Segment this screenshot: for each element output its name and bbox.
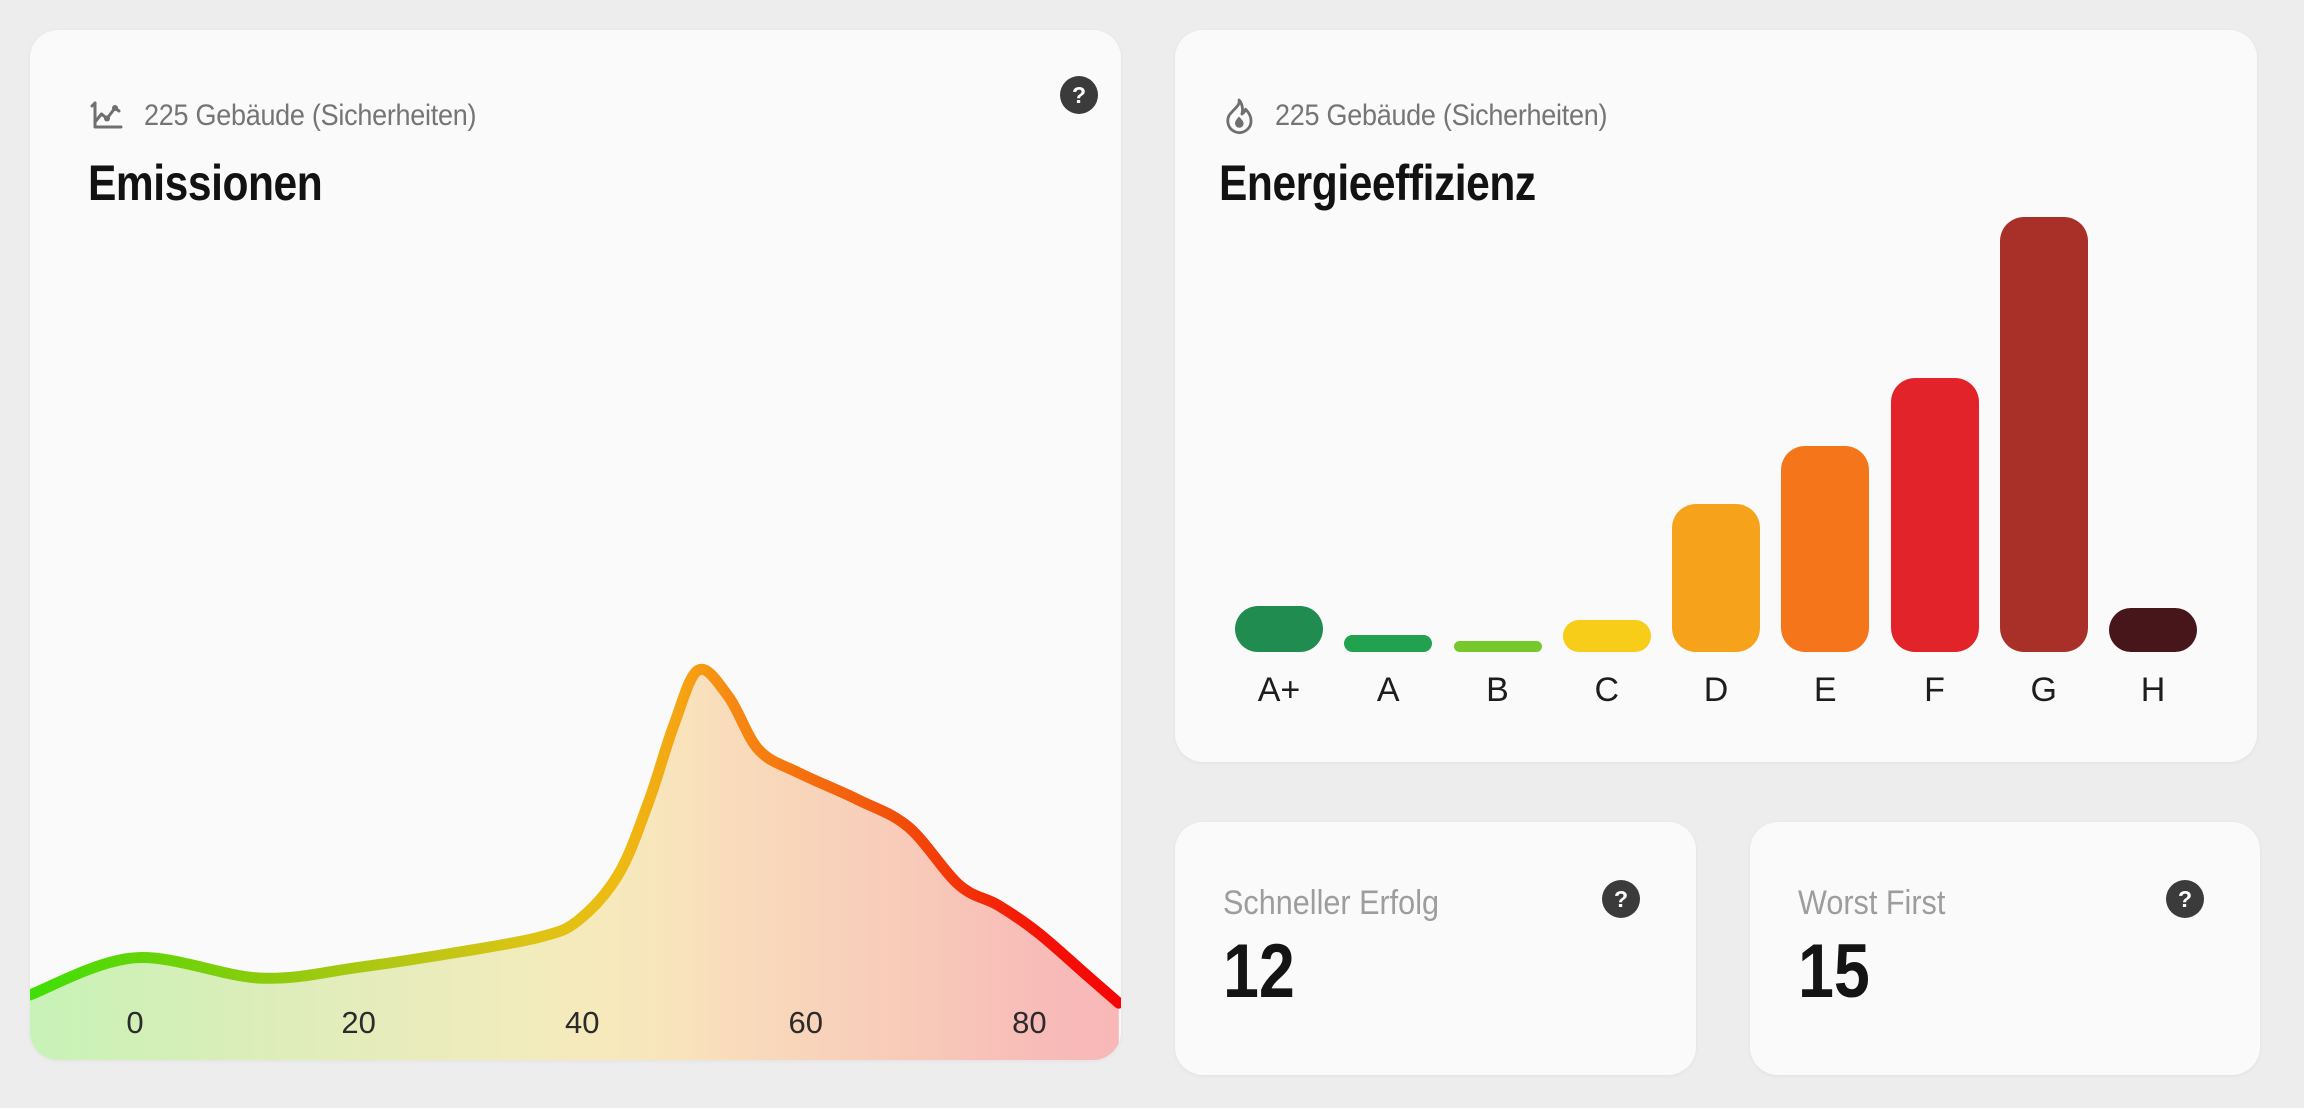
energy-card-header: 225 Gebäude (Sicherheiten) (1219, 96, 1644, 136)
quick-win-help-button[interactable]: ? (1602, 880, 1640, 918)
energy-bar-label-H: H (2140, 671, 2166, 709)
energy-bar-F[interactable] (1890, 378, 1979, 652)
line-chart-icon (90, 101, 123, 129)
energy-bar-H[interactable] (2109, 608, 2197, 652)
energy-title: Energieeffizienz (1219, 155, 1536, 211)
energy-bar-G[interactable] (1999, 217, 2088, 652)
emissions-x-tick-20: 20 (341, 1005, 375, 1040)
emissions-x-tick-40: 40 (565, 1005, 599, 1040)
energy-bar-A[interactable] (1344, 635, 1433, 652)
emissions-x-tick-80: 80 (1012, 1005, 1046, 1040)
emissions-help-button[interactable]: ? (1060, 76, 1098, 114)
energy-bar-label-E: E (1813, 671, 1837, 709)
quick-win-card: Schneller Erfolg ? 12 (1175, 822, 1696, 1075)
energy-bar-label-G: G (2030, 671, 2057, 709)
emissions-title: Emissionen (88, 155, 323, 211)
energy-bar-label-A+: A+ (1257, 671, 1301, 709)
energy-subtitle: 225 Gebäude (Sicherheiten) (1275, 99, 1608, 132)
emissions-x-tick-0: 0 (126, 1005, 143, 1040)
energy-bar-labels: A+ A B C D E F G H (1235, 673, 2197, 707)
energy-bar-label-A: A (1376, 671, 1400, 709)
energy-bar-D[interactable] (1672, 504, 1760, 652)
question-mark-icon: ? (1071, 81, 1087, 108)
energy-efficiency-card: 225 Gebäude (Sicherheiten) Energieeffizi… (1175, 30, 2257, 762)
emissions-subtitle: 225 Gebäude (Sicherheiten) (144, 99, 477, 132)
worst-first-label: Worst First (1798, 884, 1946, 922)
emissions-line (30, 663, 1121, 1009)
flame-icon (1226, 98, 1253, 134)
energy-bar-label-D: D (1703, 671, 1729, 709)
energy-bars (1235, 217, 2197, 652)
emissions-area (30, 669, 1119, 1060)
worst-first-card: Worst First ? 15 (1750, 822, 2260, 1075)
energy-bar-label-B: B (1486, 671, 1509, 709)
energy-bar-label-F: F (1924, 671, 1945, 709)
quick-win-value: 12 (1223, 929, 1295, 1014)
quick-win-label: Schneller Erfolg (1223, 884, 1440, 922)
worst-first-help-button[interactable]: ? (2166, 880, 2204, 918)
energy-bar-C[interactable] (1562, 620, 1651, 652)
question-mark-icon: ? (2177, 885, 2193, 912)
emissions-x-tick-60: 60 (789, 1005, 823, 1040)
emissions-card: 225 Gebäude (Sicherheiten) Emissionen ? … (30, 30, 1121, 1060)
question-mark-icon: ? (1613, 885, 1629, 912)
energy-bar-A+[interactable] (1235, 606, 1323, 652)
energy-bar-E[interactable] (1781, 446, 1870, 652)
energy-bar-label-C: C (1594, 671, 1620, 709)
energy-bar-B[interactable] (1453, 641, 1542, 652)
emissions-chart: 0 20 40 60 80 (30, 663, 1121, 1060)
worst-first-value: 15 (1798, 929, 1870, 1014)
emissions-card-header: 225 Gebäude (Sicherheiten) (88, 96, 513, 136)
